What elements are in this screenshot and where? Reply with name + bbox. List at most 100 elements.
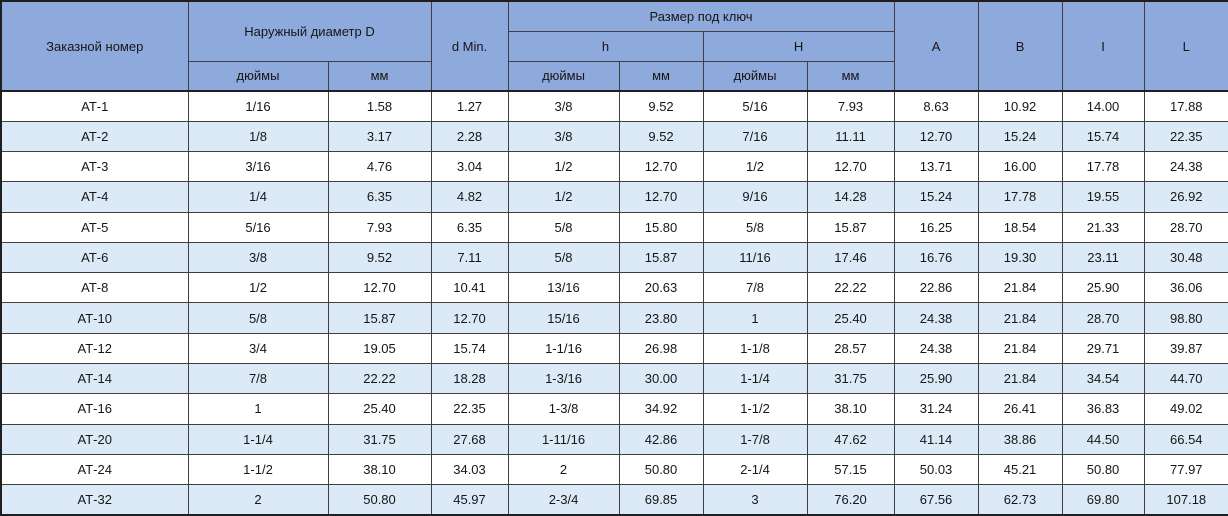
value-cell: 38.10 <box>327 453 432 486</box>
table-row: АТ-5 5/16 7.93 6.35 5/8 15.80 5/8 15.87 16.25 18.… <box>0 211 1228 243</box>
value-cell: 15.24 <box>977 120 1063 153</box>
table-row: АТ-24 1-1/2 38.10 34.03 2 50.80 2-1/4 57.15 50.0… <box>0 453 1228 486</box>
header-wrench-size-group: Размер под ключ <box>507 0 895 32</box>
value-cell: 12.70 <box>430 302 509 334</box>
value-cell: 2 <box>507 453 620 486</box>
value-cell: 15.74 <box>1061 120 1145 153</box>
header-row-units: дюймы мм дюймы мм дюймы мм <box>1 60 1228 92</box>
value-cell: 5/8 <box>702 211 808 243</box>
table-row: АТ-12 3/4 19.05 15.74 1-1/16 26.98 1-1/8 28.57 2… <box>0 332 1228 365</box>
value-cell: 11.11 <box>806 120 895 153</box>
value-cell: 26.98 <box>618 332 704 365</box>
value-cell: 50.03 <box>893 453 979 486</box>
table-row: АТ-4 1/4 6.35 4.82 1/2 12.70 9/16 14.28 15.24 17.… <box>0 181 1228 213</box>
value-cell: 1-1/8 <box>702 332 808 365</box>
value-cell: 15.80 <box>618 211 704 243</box>
value-cell: 15.74 <box>430 332 509 365</box>
order-number-cell: АТ-3 <box>0 151 189 183</box>
value-cell: 17.78 <box>1061 151 1145 183</box>
value-cell: 17.88 <box>1143 89 1228 122</box>
value-cell: 24.38 <box>1143 151 1228 183</box>
value-cell: 25.40 <box>327 393 432 425</box>
value-cell: 3.04 <box>430 151 509 183</box>
table-row: АТ-16 1 25.40 22.35 1-3/8 34.92 1-1/2 38.10 31.2… <box>0 393 1228 425</box>
value-cell: 30.00 <box>618 363 704 395</box>
value-cell: 16.76 <box>893 241 979 274</box>
table-row: АТ-6 3/8 9.52 7.11 5/8 15.87 11/16 17.46 16.76 19… <box>0 241 1228 274</box>
value-cell: 15.24 <box>893 181 979 213</box>
header-h-lower: h <box>507 30 704 62</box>
value-cell: 13/16 <box>507 272 620 304</box>
value-cell: 19.30 <box>977 241 1063 274</box>
value-cell: 1-1/2 <box>187 453 329 486</box>
value-cell: 34.92 <box>618 393 704 425</box>
value-cell: 38.10 <box>806 393 895 425</box>
value-cell: 12.70 <box>893 120 979 153</box>
value-cell: 1/8 <box>187 120 329 153</box>
value-cell: 1.27 <box>430 89 509 122</box>
value-cell: 2-1/4 <box>702 453 808 486</box>
value-cell: 3/8 <box>507 89 620 122</box>
value-cell: 3/8 <box>187 241 329 274</box>
value-cell: 6.35 <box>327 181 432 213</box>
value-cell: 19.05 <box>327 332 432 365</box>
table-row: АТ-20 1-1/4 31.75 27.68 1-11/16 42.86 1-7/8 47.… <box>0 423 1228 455</box>
value-cell: 25.90 <box>893 363 979 395</box>
value-cell: 7.11 <box>430 241 509 274</box>
value-cell: 3.17 <box>327 120 432 153</box>
value-cell: 2-3/4 <box>507 484 620 516</box>
header-col-a: A <box>893 0 979 92</box>
header-col-l: L <box>1143 0 1228 92</box>
value-cell: 21.84 <box>977 332 1063 365</box>
value-cell: 27.68 <box>430 423 509 455</box>
value-cell: 14.28 <box>806 181 895 213</box>
value-cell: 57.15 <box>806 453 895 486</box>
order-number-cell: АТ-10 <box>0 302 189 334</box>
header-unit-inches-d: дюймы <box>187 60 329 92</box>
value-cell: 22.35 <box>1143 120 1228 153</box>
value-cell: 50.80 <box>618 453 704 486</box>
value-cell: 1-3/16 <box>507 363 620 395</box>
value-cell: 22.35 <box>430 393 509 425</box>
value-cell: 41.14 <box>893 423 979 455</box>
value-cell: 1-11/16 <box>507 423 620 455</box>
value-cell: 34.54 <box>1061 363 1145 395</box>
value-cell: 10.92 <box>977 89 1063 122</box>
table-row: АТ-3 3/16 4.76 3.04 1/2 12.70 1/2 12.70 13.71 16.… <box>0 151 1228 183</box>
order-number-cell: АТ-8 <box>0 272 189 304</box>
value-cell: 18.28 <box>430 363 509 395</box>
value-cell: 2.28 <box>430 120 509 153</box>
value-cell: 12.70 <box>806 151 895 183</box>
value-cell: 45.97 <box>430 484 509 516</box>
value-cell: 36.06 <box>1143 272 1228 304</box>
value-cell: 29.71 <box>1061 332 1145 365</box>
value-cell: 23.80 <box>618 302 704 334</box>
value-cell: 8.63 <box>893 89 979 122</box>
value-cell: 7/8 <box>702 272 808 304</box>
value-cell: 18.54 <box>977 211 1063 243</box>
value-cell: 3 <box>702 484 808 516</box>
table-row: АТ-32 2 50.80 45.97 2-3/4 69.85 3 76.20 67.56 62.… <box>0 484 1228 516</box>
value-cell: 24.38 <box>893 332 979 365</box>
value-cell: 11/16 <box>702 241 808 274</box>
table-header: Заказной номер Наружный диаметр D d Min.… <box>0 0 1228 92</box>
order-number-cell: АТ-12 <box>0 332 189 365</box>
order-number-cell: АТ-6 <box>0 241 189 274</box>
value-cell: 21.33 <box>1061 211 1145 243</box>
value-cell: 45.21 <box>977 453 1063 486</box>
value-cell: 21.84 <box>977 272 1063 304</box>
order-number-cell: АТ-5 <box>0 211 189 243</box>
value-cell: 25.40 <box>806 302 895 334</box>
value-cell: 22.22 <box>327 363 432 395</box>
value-cell: 1.58 <box>327 89 432 122</box>
value-cell: 7.93 <box>327 211 432 243</box>
value-cell: 1-1/16 <box>507 332 620 365</box>
value-cell: 1/2 <box>702 151 808 183</box>
value-cell: 77.97 <box>1143 453 1228 486</box>
value-cell: 69.85 <box>618 484 704 516</box>
value-cell: 44.50 <box>1061 423 1145 455</box>
header-outer-diameter-group: Наружный диаметр D <box>187 0 432 62</box>
value-cell: 1/2 <box>507 151 620 183</box>
value-cell: 66.54 <box>1143 423 1228 455</box>
header-unit-inches-h: дюймы <box>507 60 620 92</box>
